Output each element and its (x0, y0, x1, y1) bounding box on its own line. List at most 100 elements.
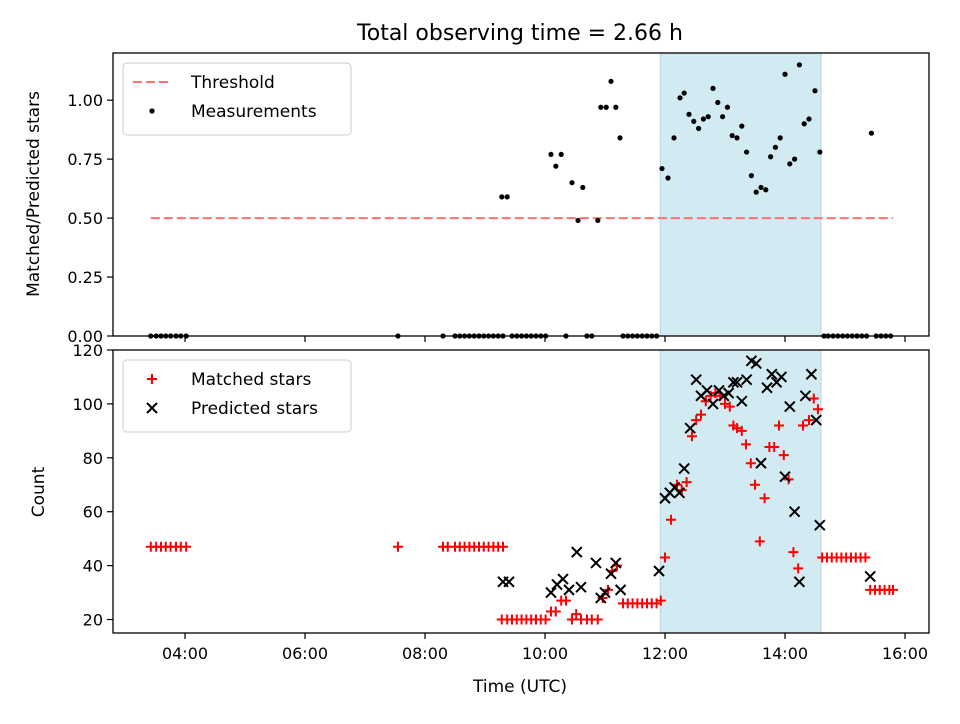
bottom-data-point (775, 371, 788, 383)
bottom-data-point (503, 576, 515, 588)
bottom-data-point (701, 384, 713, 397)
chart-title: Total observing time = 2.66 h (356, 21, 683, 46)
bottom-data-point (750, 479, 760, 490)
bottom-y-tick-label: 20 (83, 611, 103, 630)
top-y-tick-label: 0.75 (67, 150, 103, 169)
bottom-data-point (813, 404, 823, 415)
bottom-data-point (498, 541, 508, 552)
bottom-data-point (666, 514, 676, 525)
bottom-data-point (614, 584, 627, 596)
bottom-data-point (567, 614, 577, 625)
bottom-data-point (610, 557, 622, 569)
bottom-data-point (769, 442, 780, 453)
bottom-data-point (736, 425, 747, 436)
bottom-data-point (550, 606, 561, 617)
bottom-data-point (814, 519, 826, 531)
bottom-y-tick-label: 60 (83, 503, 103, 522)
bottom-y-tick-label: 40 (83, 557, 103, 576)
bottom-panel: 20 40 60 80 100 120 04:00 06:00 08:00 10:00 12:00 1… (72, 341, 930, 663)
top-data-point (613, 104, 619, 110)
top-data-point (671, 135, 677, 141)
top-data-point (777, 135, 783, 141)
bottom-data-point (563, 584, 575, 596)
bottom-data-point (605, 567, 617, 580)
top-data-point (787, 161, 793, 167)
top-data-point (575, 217, 581, 224)
bottom-y-tick-label: 80 (83, 449, 103, 468)
top-data-point (782, 71, 788, 77)
bottom-legend-label: Predicted stars (191, 399, 318, 419)
top-data-point (603, 104, 609, 110)
bottom-data-point (571, 609, 582, 620)
bottom-legend-marker (147, 374, 157, 384)
bottom-data-point (678, 462, 690, 475)
top-data-point (677, 95, 683, 101)
top-data-point (681, 90, 687, 96)
bottom-data-point (779, 470, 791, 483)
bottom-data-point (590, 557, 602, 569)
top-data-point (720, 114, 726, 120)
top-data-point (710, 85, 716, 91)
bottom-y-tick-label: 120 (72, 341, 103, 360)
bottom-data-point (745, 458, 756, 469)
bottom-data-point (810, 414, 822, 426)
bottom-data-point (557, 573, 569, 585)
top-data-point (763, 187, 769, 193)
bottom-data-point (696, 409, 706, 420)
bottom-data-point (727, 376, 740, 389)
bottom-data-point (599, 586, 611, 599)
bottom-data-point (540, 614, 551, 625)
plot-layer: 0.00 0.25 0.50 0.75 1.00 Threshold Measurement… (67, 52, 930, 663)
bottom-data-point (755, 457, 767, 469)
top-data-point (595, 217, 601, 224)
bottom-data-point (687, 431, 697, 442)
top-data-point (569, 180, 575, 186)
top-axes-frame (112, 52, 930, 337)
top-data-point (504, 194, 510, 200)
bottom-data-point (575, 581, 587, 593)
bottom-data-point (181, 541, 192, 552)
bottom-data-point (691, 415, 702, 426)
x-tick-label: 14:00 (762, 644, 808, 663)
top-data-point (792, 156, 798, 162)
bottom-data-point (681, 477, 692, 488)
x-tick-label: 08:00 (402, 644, 448, 663)
top-y-tick-label: 0.50 (67, 209, 103, 228)
top-series-1 (148, 62, 894, 339)
bottom-data-point (740, 373, 753, 386)
top-highlight-span (659, 52, 822, 337)
top-y-tick-label: 0.25 (67, 268, 103, 287)
top-legend-label: Measurements (191, 102, 317, 122)
bottom-data-point (864, 570, 876, 583)
top-data-point (796, 62, 803, 68)
top-data-point (729, 132, 735, 139)
top-legend-label: Threshold (190, 73, 275, 93)
top-data-point (758, 184, 764, 191)
bottom-data-point (722, 387, 735, 399)
bottom-data-point (888, 584, 898, 595)
bottom-axes-frame (112, 349, 930, 634)
top-data-point (734, 135, 740, 141)
bottom-data-point (684, 422, 696, 434)
top-data-point (817, 149, 823, 155)
top-data-point (696, 125, 702, 132)
top-data-point (686, 111, 692, 117)
bottom-data-point (766, 368, 778, 380)
bottom-series-2 (497, 355, 876, 604)
bottom-data-point (798, 420, 808, 431)
top-data-point (744, 149, 750, 155)
bottom-legend-marker (146, 402, 158, 414)
top-data-point (659, 165, 665, 172)
top-data-point (753, 189, 759, 195)
top-y-tick-label: 0.00 (67, 327, 103, 346)
top-data-point (768, 154, 774, 160)
top-data-point (608, 78, 614, 84)
bottom-legend-label: Matched stars (191, 370, 311, 390)
top-data-point (724, 104, 731, 110)
bottom-data-point (860, 552, 871, 563)
top-data-point (748, 173, 755, 179)
top-data-point (739, 123, 745, 129)
bottom-data-point (805, 368, 818, 380)
